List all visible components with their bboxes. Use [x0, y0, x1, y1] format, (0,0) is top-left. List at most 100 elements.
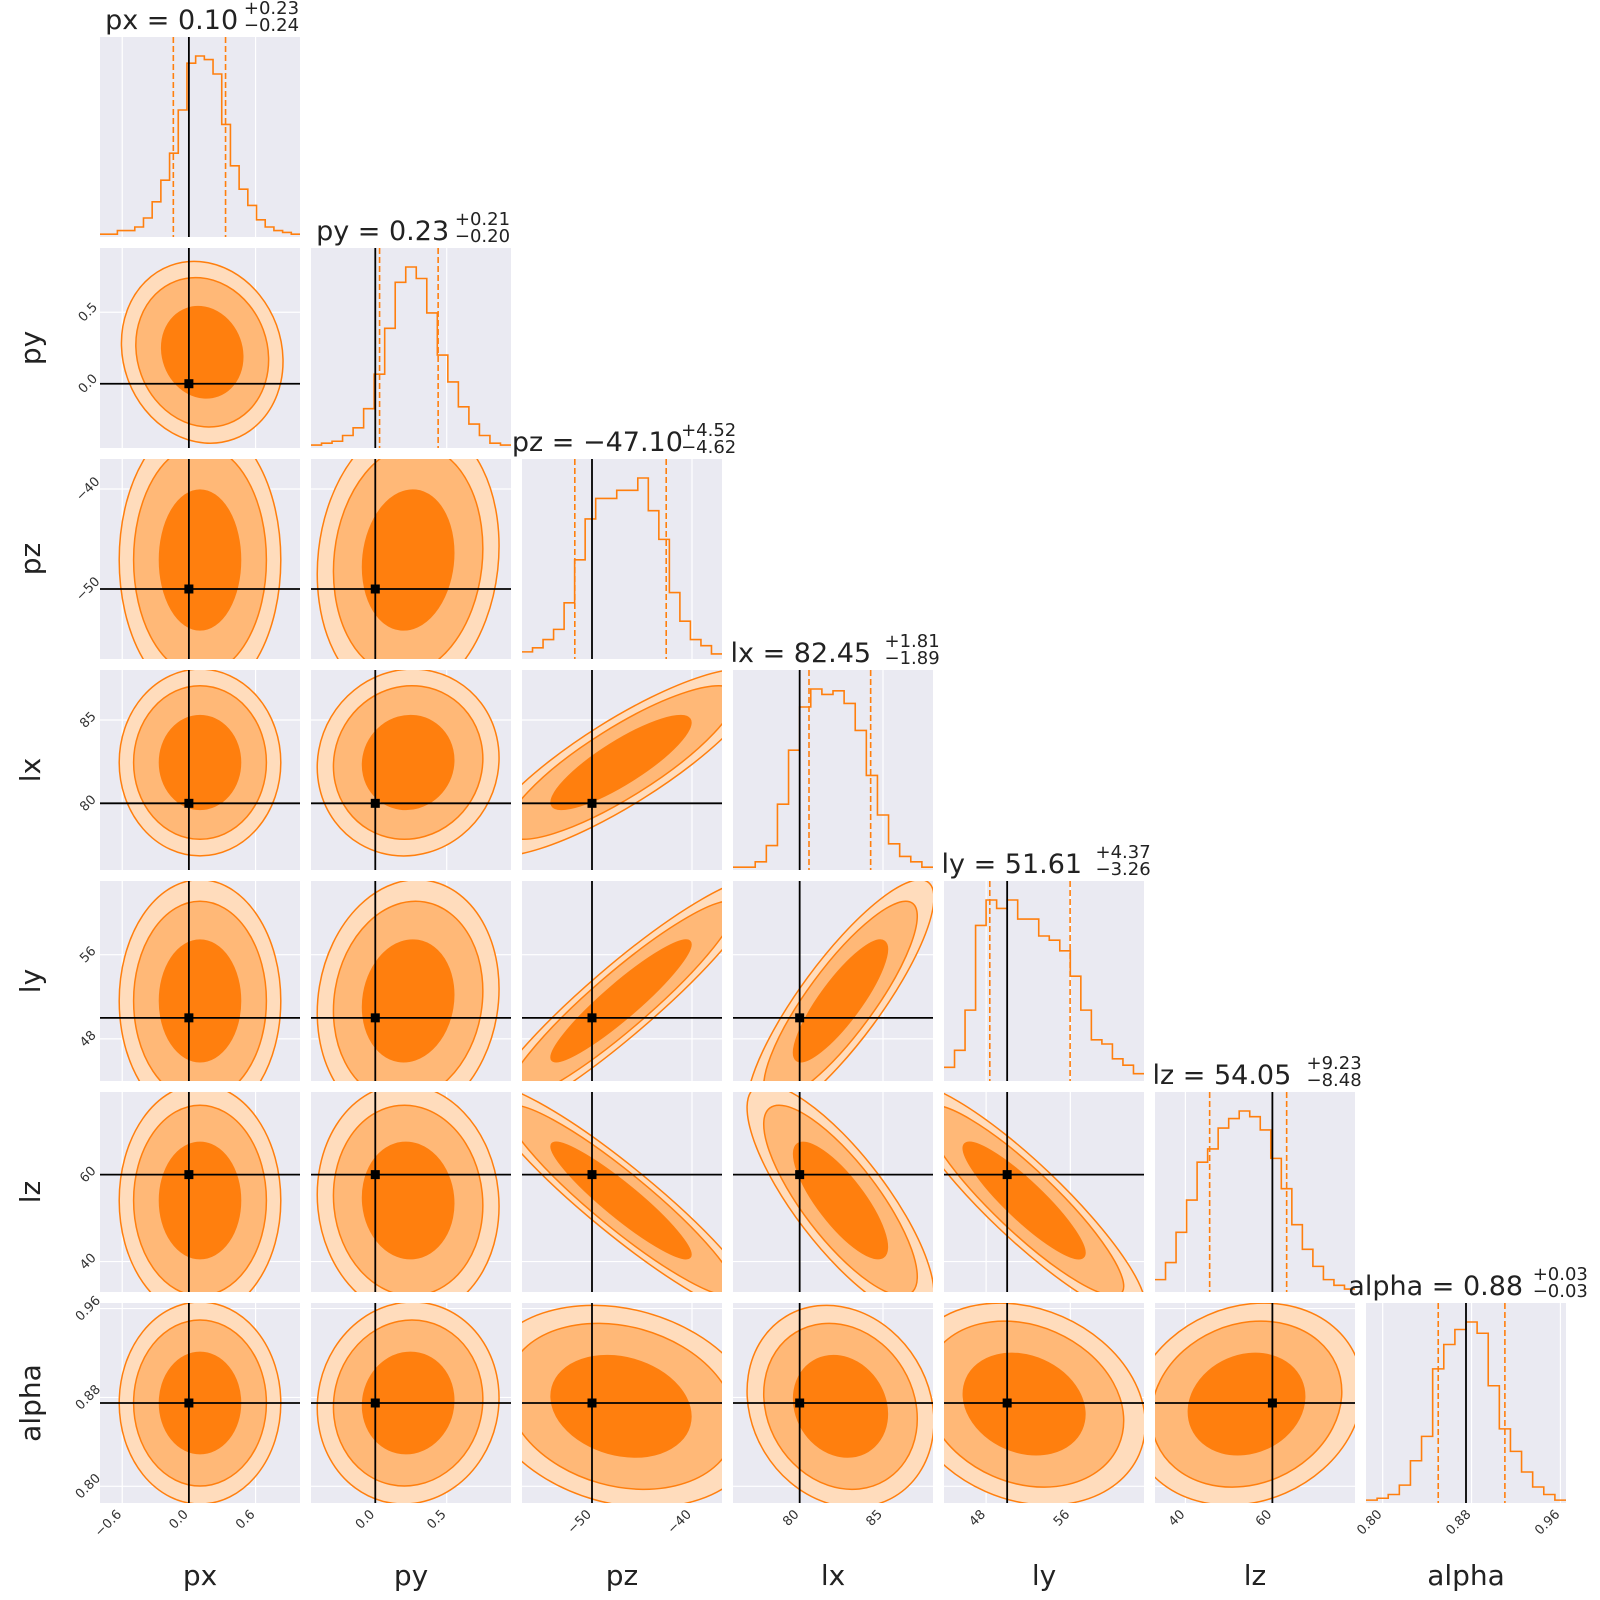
truth-marker [795, 1013, 805, 1023]
contour-level-3 [158, 1141, 242, 1260]
x-tick-label-alpha: 0.96 [1532, 1507, 1563, 1538]
title-lx: lx = 82.45 +1.81−1.89 [731, 631, 940, 669]
title-ly: ly = 51.61 +4.37−3.26 [942, 842, 1151, 880]
y-tick-label-alpha: 0.80 [73, 1471, 104, 1502]
y-tick-label-alpha: 0.88 [73, 1382, 104, 1413]
x-tick-label-alpha: 0.80 [1354, 1507, 1385, 1538]
title-py: py = 0.23 +0.21−0.20 [316, 209, 510, 247]
contour-level-3 [792, 1141, 889, 1260]
title-alpha: alpha = 0.88 +0.03−0.03 [1348, 1264, 1588, 1302]
contour-level-3 [361, 1141, 455, 1260]
truth-marker [370, 1398, 380, 1408]
truth-marker [1002, 1398, 1012, 1408]
svg-text:px = 0.10: px = 0.10 [105, 5, 238, 36]
y-tick-label-py: 0.0 [76, 371, 101, 396]
y-tick-label-ly: 56 [77, 944, 99, 966]
panel-alpha-lz [1155, 1303, 1355, 1503]
svg-text:py = 0.23: py = 0.23 [316, 216, 449, 247]
x-tick-label-py: 0.0 [353, 1507, 378, 1532]
marginal-histogram-px [100, 55, 300, 235]
x-axis-label-lx: lx [821, 1559, 845, 1592]
truth-marker [370, 584, 380, 594]
truth-marker [587, 1013, 597, 1023]
title-plus: +4.37 [1096, 842, 1151, 863]
contour-level-3 [550, 1354, 692, 1458]
title-minus: −3.26 [1096, 859, 1151, 880]
panel-ly-lx [733, 881, 933, 1081]
title-minus: −8.48 [1307, 1070, 1362, 1091]
contour-level-3 [962, 1141, 1086, 1260]
x-tick-label-lx: 85 [864, 1507, 886, 1529]
truth-marker [587, 1398, 597, 1408]
contour-level-3 [158, 714, 242, 811]
contour-level-3 [361, 939, 455, 1063]
title-median: 0.88 [1463, 1271, 1523, 1302]
truth-marker [1002, 1170, 1012, 1180]
title-plus: +1.81 [885, 631, 940, 652]
title-minus: −1.89 [885, 648, 940, 669]
title-minus: −0.24 [244, 15, 299, 36]
title-prefix: lx = [731, 638, 794, 669]
truth-marker [795, 1398, 805, 1408]
panel-alpha-py [311, 1303, 511, 1503]
title-median: 54.05 [1214, 1060, 1291, 1091]
contour-level-3 [962, 1352, 1086, 1456]
title-prefix: pz = [512, 427, 583, 458]
y-tick-label-pz: −50 [73, 574, 103, 604]
x-tick-label-py: 0.5 [424, 1507, 449, 1532]
y-tick-label-lz: 60 [77, 1164, 99, 1186]
svg-text:lz = 54.05: lz = 54.05 [1153, 1060, 1292, 1091]
truth-marker [184, 1170, 194, 1180]
truth-marker [370, 1170, 380, 1180]
marginal-histogram-lz [1155, 1110, 1355, 1290]
title-pz: pz = −47.10+4.52−4.62 [512, 420, 736, 458]
title-plus: +0.03 [1533, 1264, 1588, 1285]
panel-alpha-pz [522, 1303, 722, 1503]
truth-marker [370, 798, 380, 808]
panel-lx-px [100, 670, 300, 870]
truth-marker [184, 379, 194, 389]
panel-lx-lx [733, 670, 933, 870]
panel-alpha-px [100, 1303, 300, 1503]
panel-lz-ly [944, 1092, 1144, 1292]
title-median: 0.23 [389, 216, 449, 247]
contour-level-3 [550, 1141, 692, 1260]
x-tick-label-pz: −40 [665, 1507, 695, 1537]
x-tick-label-alpha: 0.88 [1443, 1507, 1474, 1538]
panel-alpha-ly [944, 1303, 1144, 1503]
title-px: px = 0.10 +0.23−0.24 [105, 0, 299, 36]
panel-ly-ly [944, 881, 1144, 1081]
title-minus: −0.03 [1533, 1281, 1588, 1302]
y-axis-label-lz: lz [14, 1181, 47, 1203]
x-tick-label-lz: 60 [1253, 1507, 1275, 1529]
y-tick-label-lx: 80 [77, 793, 99, 815]
title-prefix: px = [105, 5, 178, 36]
marginal-histogram-lx [733, 688, 933, 868]
y-tick-label-ly: 48 [77, 1028, 99, 1050]
marginal-histogram-py [311, 266, 511, 446]
panel-py-py [311, 248, 511, 448]
title-prefix: lz = [1153, 1060, 1214, 1091]
y-tick-label-lz: 40 [77, 1251, 99, 1273]
y-axis-label-pz: pz [14, 543, 47, 575]
title-plus: +0.23 [244, 0, 299, 19]
panel-lx-pz [522, 670, 722, 870]
truth-marker [587, 798, 597, 808]
panel-ly-pz [522, 881, 722, 1081]
x-tick-label-pz: −50 [565, 1507, 595, 1537]
truth-marker [795, 1170, 805, 1180]
x-tick-label-lx: 80 [780, 1507, 802, 1529]
contour-level-3 [158, 939, 242, 1063]
title-lz: lz = 54.05 +9.23−8.48 [1153, 1053, 1362, 1091]
y-axis-label-alpha: alpha [14, 1364, 47, 1442]
x-tick-label-lz: 40 [1166, 1507, 1188, 1529]
x-axis-label-ly: ly [1032, 1559, 1056, 1592]
title-plus: +9.23 [1307, 1053, 1362, 1074]
svg-text:lx = 82.45: lx = 82.45 [731, 638, 872, 669]
truth-marker [184, 584, 194, 594]
truth-marker [184, 798, 194, 808]
contour-level-3 [792, 939, 889, 1063]
panel-ly-py [311, 881, 511, 1081]
y-tick-label-lx: 85 [77, 709, 99, 731]
marginal-histogram-ly [944, 899, 1144, 1075]
